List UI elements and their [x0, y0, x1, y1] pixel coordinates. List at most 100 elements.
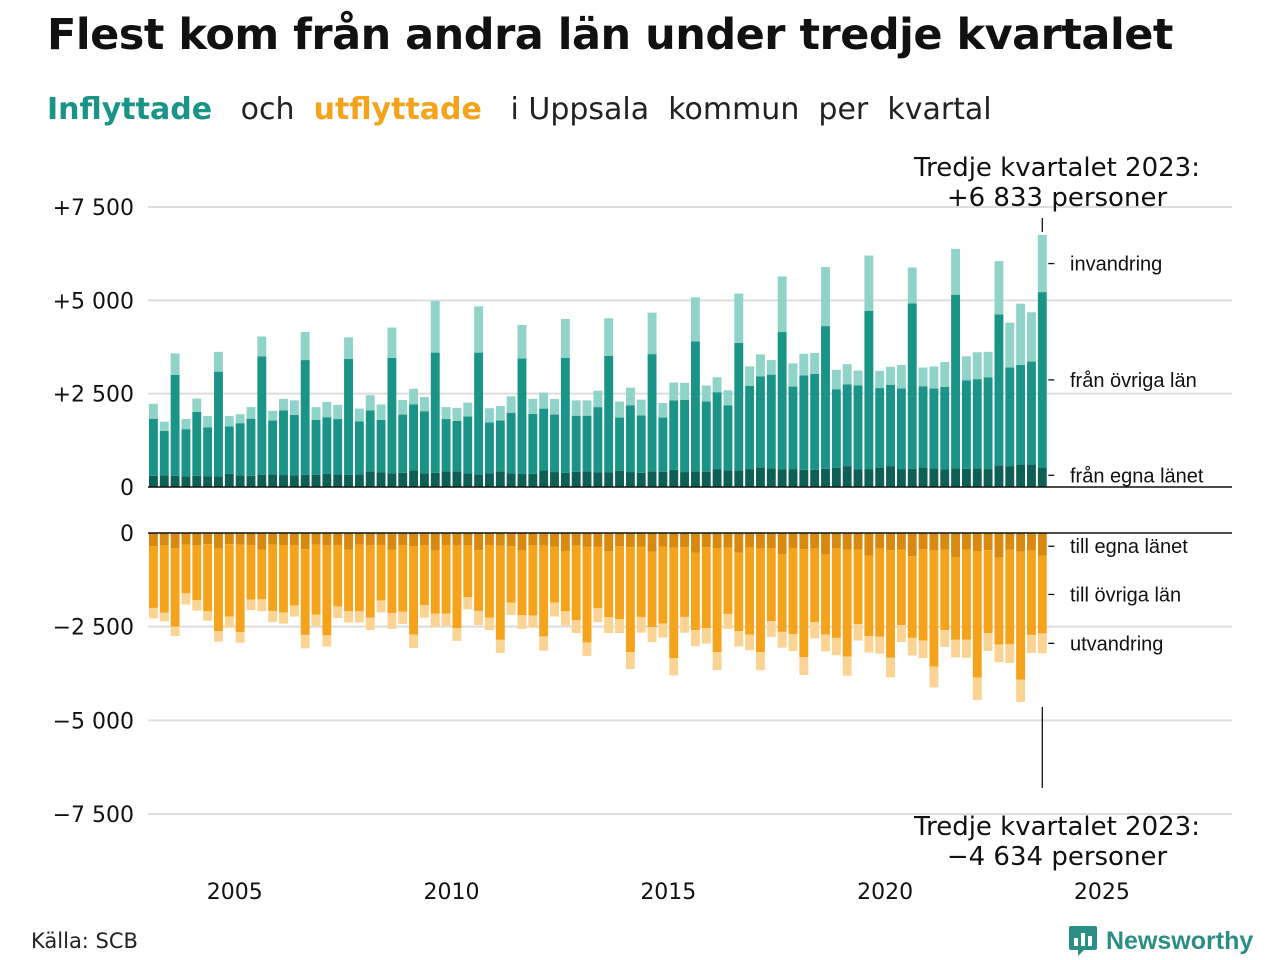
bar-in-ovriga	[354, 421, 364, 475]
bar-in-invandring	[853, 370, 863, 386]
bar-in-egna	[474, 474, 484, 487]
bar-out-egna	[463, 533, 473, 546]
bar-out-utvandring	[279, 612, 288, 624]
bar-out-ovriga	[951, 556, 961, 640]
bar-in-invandring	[354, 408, 364, 422]
bar-out-egna	[235, 533, 245, 545]
bar-in-egna	[463, 473, 473, 487]
bar-out-ovriga	[409, 546, 419, 635]
bar-in-invandring	[994, 261, 1004, 315]
bar-out-utvandring	[701, 628, 711, 644]
bar-out-egna	[365, 533, 375, 546]
bar-in-ovriga	[365, 410, 375, 472]
bar-in-ovriga	[604, 355, 614, 473]
bar-out-egna	[766, 533, 776, 549]
bar-out-egna	[430, 533, 440, 551]
bar-out-ovriga	[300, 549, 310, 635]
bar-in-ovriga	[192, 411, 202, 476]
annotation-bottom-line1: Tredje kvartalet 2023:	[913, 812, 1200, 842]
bar-out-egna	[615, 533, 624, 547]
bar-out-ovriga	[365, 545, 375, 618]
bar-out-utvandring	[853, 624, 863, 641]
bar-out-egna	[192, 533, 202, 546]
bar-in-egna	[972, 468, 982, 487]
bar-out-utvandring	[842, 656, 852, 676]
bar-out-ovriga	[224, 544, 234, 617]
bar-out-utvandring	[506, 602, 516, 616]
bar-in-egna	[582, 471, 592, 487]
bar-out-egna	[593, 533, 603, 547]
bar-out-utvandring	[159, 612, 169, 622]
bar-out-egna	[560, 533, 570, 551]
bar-out-utvandring	[474, 610, 484, 626]
bar-out-utvandring	[246, 599, 256, 611]
bar-out-ovriga	[680, 547, 690, 617]
bar-out-utvandring	[680, 616, 690, 633]
bar-in-invandring	[148, 403, 158, 419]
bar-out-ovriga	[994, 557, 1004, 645]
bar-out-ovriga	[842, 549, 852, 657]
bar-out-utvandring	[886, 657, 895, 678]
bar-out-ovriga	[799, 549, 809, 658]
bar-in-invandring	[810, 352, 820, 374]
bar-out-egna	[777, 533, 787, 554]
bar-out-utvandring	[615, 619, 624, 634]
series-label-bottom: till egna länet	[1070, 536, 1188, 558]
bar-out-egna	[300, 533, 310, 550]
bar-out-utvandring	[224, 616, 234, 628]
bar-out-ovriga	[387, 549, 397, 614]
bar-in-invandring	[430, 301, 440, 353]
bar-out-egna	[886, 533, 895, 551]
bar-in-egna	[810, 469, 820, 487]
bar-out-egna	[506, 533, 516, 547]
bar-out-utvandring	[669, 658, 679, 676]
bar-out-utvandring	[463, 597, 473, 610]
bar-out-utvandring	[756, 652, 765, 671]
bar-in-invandring	[474, 306, 484, 353]
bar-out-egna	[972, 533, 982, 551]
bar-in-egna	[647, 471, 657, 487]
bar-in-ovriga	[257, 356, 267, 475]
bar-out-egna	[322, 533, 332, 546]
bar-out-ovriga	[181, 544, 191, 594]
bar-out-ovriga	[929, 550, 939, 667]
bar-in-ovriga	[625, 405, 635, 473]
bar-in-ovriga	[994, 314, 1004, 466]
bar-out-egna	[940, 533, 950, 550]
bar-out-egna	[907, 533, 917, 557]
bar-in-ovriga	[582, 415, 592, 472]
y-tick-label-bottom: 0	[120, 522, 134, 547]
bar-in-ovriga	[387, 357, 397, 474]
bar-out-ovriga	[810, 548, 820, 623]
bar-in-egna	[365, 471, 375, 487]
bar-out-ovriga	[777, 553, 787, 632]
bar-out-ovriga	[279, 544, 288, 613]
bar-in-egna	[658, 471, 668, 487]
bar-out-utvandring	[647, 627, 657, 643]
bar-in-egna	[485, 473, 494, 487]
bar-out-egna	[214, 533, 223, 549]
bar-in-egna	[723, 470, 733, 487]
bar-out-egna	[788, 533, 798, 548]
bar-out-utvandring	[495, 639, 505, 653]
bar-in-ovriga	[485, 422, 494, 474]
bar-in-invandring	[495, 405, 505, 421]
bar-in-ovriga	[214, 371, 223, 477]
bar-in-invandring	[159, 421, 169, 431]
bar-out-utvandring	[257, 599, 267, 612]
bar-in-egna	[300, 474, 310, 487]
bar-in-invandring	[680, 382, 690, 401]
bar-out-egna	[918, 533, 928, 550]
bar-out-ovriga	[148, 546, 158, 608]
bar-out-utvandring	[419, 605, 429, 618]
bar-in-invandring	[842, 364, 852, 385]
bar-out-egna	[344, 533, 353, 550]
bar-out-egna	[311, 533, 321, 545]
bar-out-ovriga	[690, 552, 700, 631]
bar-in-ovriga	[398, 414, 408, 473]
bar-out-egna	[1027, 533, 1036, 551]
bar-in-egna	[875, 467, 885, 487]
bar-out-egna	[409, 533, 419, 547]
bar-out-egna	[354, 533, 364, 545]
